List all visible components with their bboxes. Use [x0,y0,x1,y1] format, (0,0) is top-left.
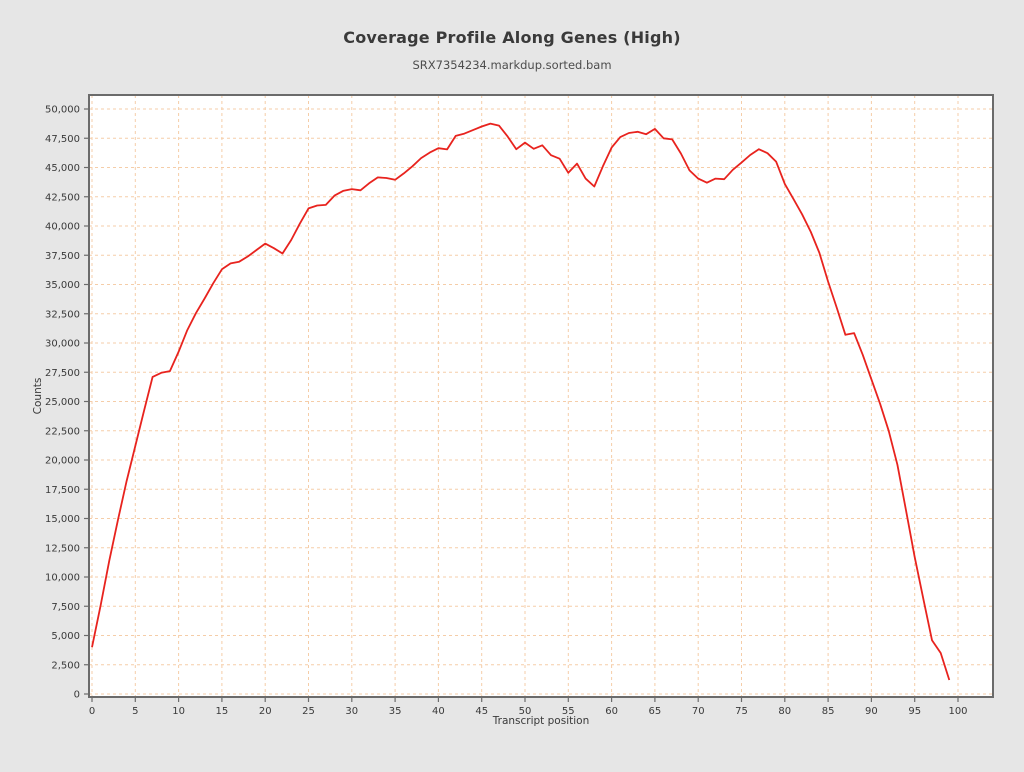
y-tick-label: 12,500 [45,543,80,554]
x-tick-label: 75 [735,706,748,717]
x-tick-label: 70 [692,706,705,717]
y-tick-label: 0 [74,690,80,701]
chart-subtitle: SRX7354234.markdup.sorted.bam [412,58,612,72]
y-tick-label: 47,500 [45,134,80,145]
x-tick-label: 65 [649,706,662,717]
x-tick-label: 90 [865,706,878,717]
x-tick-label: 25 [302,706,315,717]
y-tick-label: 17,500 [45,485,80,496]
y-tick-label: 20,000 [45,456,80,467]
x-tick-label: 20 [259,706,272,717]
x-tick-label: 95 [908,706,921,717]
y-tick-label: 30,000 [45,339,80,350]
y-tick-label: 22,500 [45,426,80,437]
plot-frame [88,94,994,698]
x-tick-label: 60 [605,706,618,717]
chart-title: Coverage Profile Along Genes (High) [343,28,681,47]
y-axis-title: Counts [32,377,44,415]
y-tick-label: 37,500 [45,251,80,262]
x-tick-label: 80 [778,706,791,717]
x-tick-label: 85 [822,706,835,717]
y-tick-label: 25,000 [45,397,80,408]
x-tick-label: 40 [432,706,445,717]
plot-area [89,95,993,697]
x-tick-label: 45 [475,706,488,717]
y-tick-label: 5,000 [51,631,80,642]
x-tick-label: 0 [89,706,95,717]
x-tick-label: 35 [389,706,402,717]
x-tick-label: 15 [216,706,229,717]
y-tick-label: 35,000 [45,280,80,291]
y-tick-label: 42,500 [45,192,80,203]
x-tick-label: 50 [519,706,532,717]
y-tick-label: 2,500 [51,660,80,671]
coverage-series-line [91,122,951,681]
y-tick-label: 15,000 [45,514,80,525]
x-tick-label: 10 [172,706,185,717]
x-tick-label: 5 [132,706,138,717]
y-tick-label: 40,000 [45,222,80,233]
x-tick-label: 30 [345,706,358,717]
y-tick-label: 50,000 [45,105,80,116]
x-tick-label: 55 [562,706,575,717]
x-axis-title: Transcript position [492,715,590,727]
x-tick-label: 100 [948,706,967,717]
y-tick-label: 10,000 [45,573,80,584]
y-tick-label: 45,000 [45,163,80,174]
y-tick-label: 27,500 [45,368,80,379]
y-tick-label: 32,500 [45,309,80,320]
y-tick-label: 7,500 [51,602,80,613]
